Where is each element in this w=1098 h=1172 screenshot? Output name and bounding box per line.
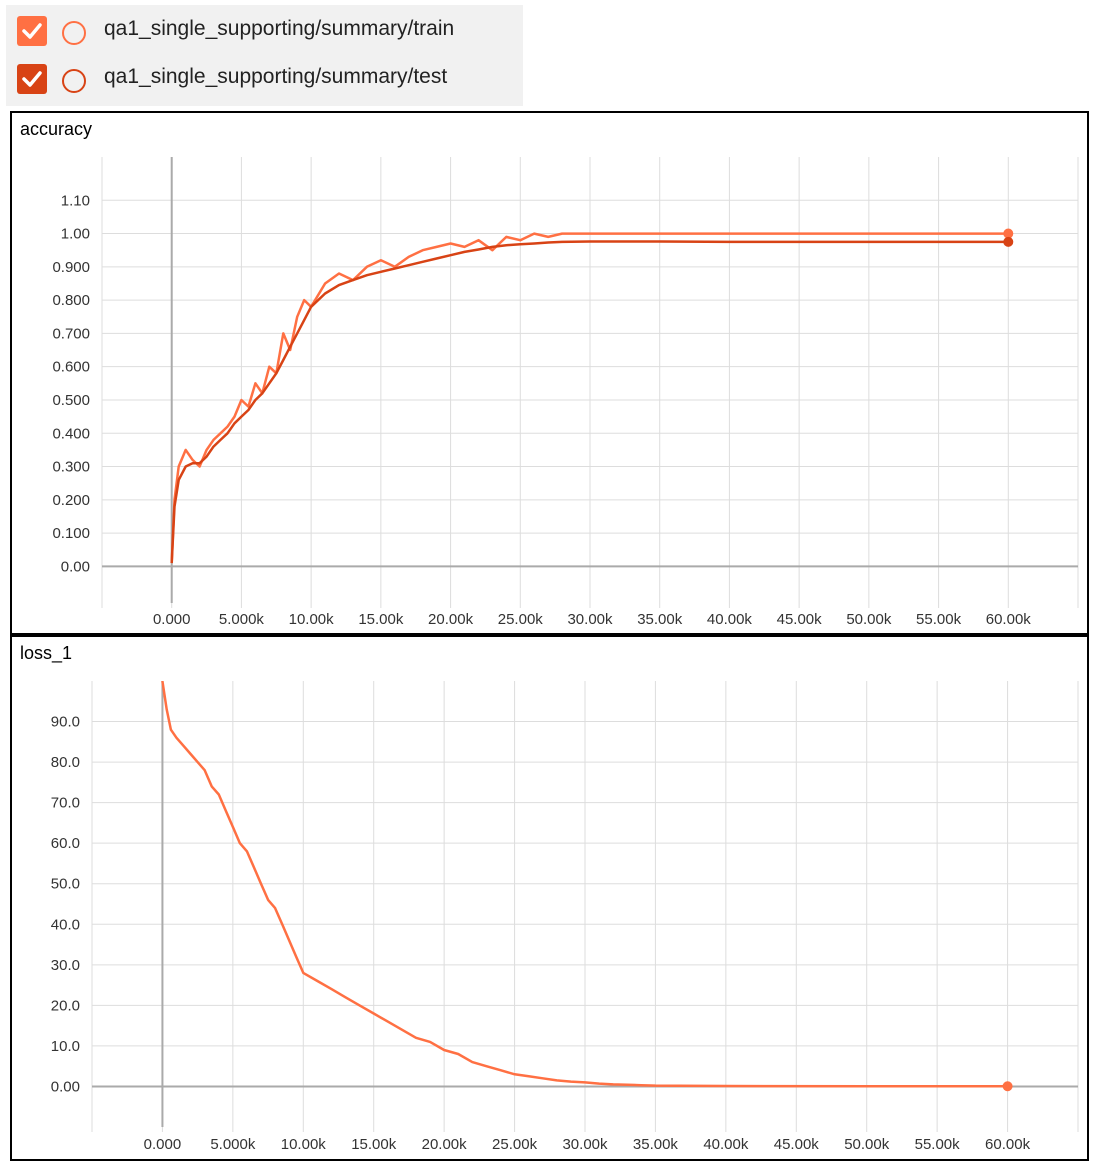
- y-tick-label: 0.800: [52, 292, 90, 309]
- chart-title: loss_1: [20, 643, 73, 663]
- y-tick-label: 0.300: [52, 459, 90, 476]
- x-tick-label: 20.00k: [422, 1136, 468, 1153]
- y-tick-label: 90.0: [51, 714, 80, 731]
- x-tick-label: 35.00k: [633, 1136, 679, 1153]
- x-tick-label: 55.00k: [916, 611, 962, 628]
- x-tick-label: 50.00k: [844, 1136, 890, 1153]
- x-tick-label: 15.00k: [351, 1136, 397, 1153]
- y-tick-label: 0.00: [51, 1078, 80, 1095]
- x-tick-label: 60.00k: [985, 1136, 1031, 1153]
- chart-title: accuracy: [20, 119, 93, 139]
- radio-unselected-icon[interactable]: [62, 21, 86, 45]
- series-line: [170, 232, 1009, 564]
- x-tick-label: 60.00k: [986, 611, 1032, 628]
- x-tick-label: 25.00k: [492, 1136, 538, 1153]
- x-tick-label: 40.00k: [703, 1136, 749, 1153]
- x-tick-label: 15.00k: [358, 611, 404, 628]
- series-endpoint-marker: [1003, 228, 1014, 239]
- chart-plot-area: 0.00 10.0 20.0 30.0 40.0 50.0 60.0 70.0 80.0 90.0…: [51, 681, 1079, 1153]
- loss-chart-panel: loss_1 0.00 10.0 20.0 30.0 40.0 50.0 60.0 70.0 8…: [10, 635, 1089, 1161]
- radio-unselected-icon[interactable]: [62, 69, 86, 93]
- legend-label-train: qa1_single_supporting/summary/train: [104, 17, 455, 40]
- legend-label-test: qa1_single_supporting/summary/test: [104, 65, 448, 88]
- x-tick-label: 30.00k: [567, 611, 613, 628]
- x-tick-label: 5.000k: [219, 611, 265, 628]
- y-tick-label: 0.500: [52, 392, 90, 409]
- y-tick-label: 30.0: [51, 957, 80, 974]
- series-line: [161, 681, 1008, 1088]
- y-tick-label: 0.600: [52, 359, 90, 376]
- y-tick-label: 1.10: [61, 192, 90, 209]
- checkbox-checked-icon[interactable]: [17, 64, 47, 94]
- y-tick-label: 0.700: [52, 325, 90, 342]
- x-tick-label: 10.00k: [281, 1136, 327, 1153]
- run-legend: qa1_single_supporting/summary/train qa1_…: [6, 5, 523, 106]
- x-tick-label: 45.00k: [777, 611, 823, 628]
- y-tick-label: 0.900: [52, 259, 90, 276]
- series-endpoint-marker: [1002, 1081, 1013, 1092]
- y-tick-label: 80.0: [51, 754, 80, 771]
- series-endpoint-marker: [1003, 236, 1014, 247]
- x-tick-label: 0.000: [153, 611, 191, 628]
- x-tick-label: 40.00k: [707, 611, 753, 628]
- checkmark-icon: [22, 71, 42, 87]
- y-tick-label: 70.0: [51, 795, 80, 812]
- x-tick-label: 10.00k: [289, 611, 335, 628]
- y-tick-label: 10.0: [51, 1038, 80, 1055]
- y-tick-label: 60.0: [51, 835, 80, 852]
- x-tick-label: 0.000: [144, 1136, 182, 1153]
- y-tick-label: 40.0: [51, 916, 80, 933]
- x-tick-label: 30.00k: [562, 1136, 608, 1153]
- x-tick-label: 25.00k: [498, 611, 544, 628]
- y-tick-label: 0.00: [61, 558, 90, 575]
- y-tick-label: 0.100: [52, 525, 90, 542]
- y-tick-label: 0.200: [52, 492, 90, 509]
- y-tick-label: 1.00: [61, 226, 90, 243]
- x-tick-label: 20.00k: [428, 611, 474, 628]
- chart-plot-area: 0.00 0.100 0.200 0.300 0.400 0.500 0.600 0.700 0…: [52, 157, 1079, 628]
- x-tick-label: 45.00k: [774, 1136, 820, 1153]
- y-tick-label: 50.0: [51, 876, 80, 893]
- x-tick-label: 50.00k: [846, 611, 892, 628]
- checkbox-checked-icon[interactable]: [17, 16, 47, 46]
- y-tick-label: 20.0: [51, 997, 80, 1014]
- x-tick-label: 5.000k: [210, 1136, 256, 1153]
- y-tick-label: 0.400: [52, 425, 90, 442]
- series-line: [170, 240, 1009, 564]
- accuracy-chart-panel: accuracy 0.00 0.100 0.200 0.300 0.400 0.500 0.…: [10, 111, 1089, 635]
- checkmark-icon: [22, 23, 42, 39]
- x-tick-label: 35.00k: [637, 611, 683, 628]
- x-tick-label: 55.00k: [915, 1136, 961, 1153]
